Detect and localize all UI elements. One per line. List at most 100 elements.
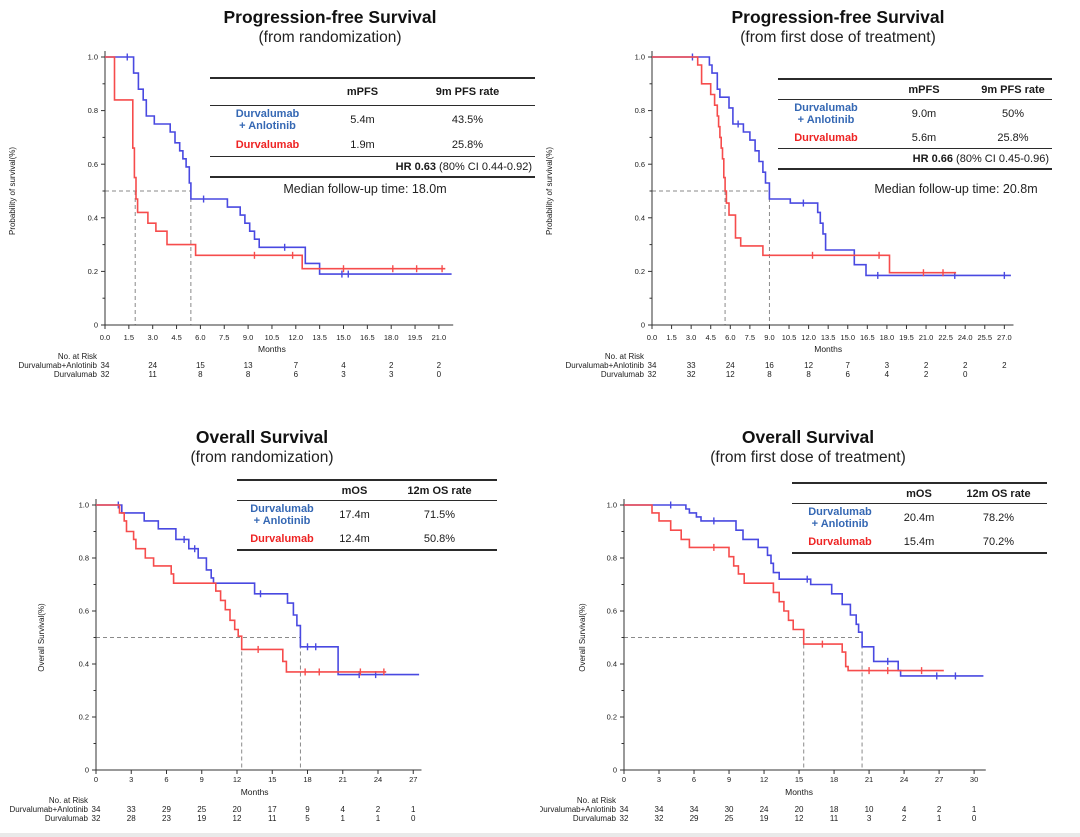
svg-text:6: 6 bbox=[692, 775, 696, 784]
panel-subtitle: (from first dose of treatment) bbox=[710, 449, 906, 466]
panel-header: Overall Survival (from first dose of tre… bbox=[558, 427, 1058, 468]
svg-text:12: 12 bbox=[804, 361, 813, 370]
svg-text:9.0: 9.0 bbox=[764, 333, 774, 342]
svg-text:0: 0 bbox=[972, 814, 977, 823]
svg-text:27: 27 bbox=[935, 775, 943, 784]
stat-value: 78.2% bbox=[982, 511, 1015, 524]
legend-durvalumab-anlotinib: Durvalumab + Anlotinib bbox=[808, 505, 872, 530]
stat-value: 25.8% bbox=[997, 131, 1029, 144]
svg-text:27.0: 27.0 bbox=[997, 333, 1012, 342]
panel-pfs-from-first-dose: 0 0.2 0.4 0.6 0.8 1.0 0.0 1.5 3.0 4.5 6.0 7.5 9.0 10.… bbox=[540, 0, 1080, 390]
stat-value: 9.0m bbox=[911, 107, 937, 120]
svg-text:34: 34 bbox=[620, 805, 629, 814]
svg-text:0.2: 0.2 bbox=[79, 713, 89, 722]
stats-table: mPFS 9m PFS rate Durvalumab + Anlotinib … bbox=[210, 77, 535, 178]
svg-text:18: 18 bbox=[830, 775, 838, 784]
svg-text:34: 34 bbox=[648, 361, 657, 370]
svg-text:0.8: 0.8 bbox=[607, 554, 617, 563]
panel-header: Progression-free Survival (from randomiz… bbox=[80, 7, 580, 48]
censor-marks-durvalumab-anlotinib bbox=[669, 501, 957, 680]
tick-labels: 0 0.2 0.4 0.6 0.8 1.0 0.0 1.5 3.0 4.5 6.0 7.5 9.0 10.… bbox=[635, 53, 1012, 342]
svg-text:10.5: 10.5 bbox=[265, 333, 280, 342]
median-guides bbox=[96, 637, 301, 770]
svg-text:9: 9 bbox=[305, 805, 310, 814]
svg-text:0: 0 bbox=[85, 766, 89, 775]
median-guides bbox=[652, 190, 770, 325]
svg-text:32: 32 bbox=[101, 370, 110, 379]
svg-text:15: 15 bbox=[196, 361, 205, 370]
svg-text:0.8: 0.8 bbox=[79, 554, 89, 563]
stats-col-mpfs: mPFS bbox=[346, 86, 379, 98]
svg-text:21.0: 21.0 bbox=[432, 333, 447, 342]
svg-text:6.0: 6.0 bbox=[195, 333, 205, 342]
svg-text:Durvalumab+Anlotinib: Durvalumab+Anlotinib bbox=[10, 805, 89, 814]
svg-text:0.0: 0.0 bbox=[100, 333, 110, 342]
median-guides bbox=[105, 190, 192, 325]
stats-col-rate: 9m PFS rate bbox=[435, 86, 500, 98]
panel-os-from-randomization: 0 0.2 0.4 0.6 0.8 1.0 0 3 6 9 12 15 18 21 24 27 Months Ov… bbox=[0, 420, 540, 837]
stat-value: 20.4m bbox=[903, 511, 935, 524]
svg-text:3: 3 bbox=[389, 370, 394, 379]
km-curve-durvalumab bbox=[96, 504, 387, 676]
stats-col-rate: 9m PFS rate bbox=[981, 83, 1045, 96]
censor-marks-durvalumab bbox=[713, 543, 923, 675]
svg-text:19.5: 19.5 bbox=[408, 333, 423, 342]
svg-text:6: 6 bbox=[846, 370, 851, 379]
svg-text:1: 1 bbox=[341, 814, 346, 823]
svg-text:17: 17 bbox=[268, 805, 277, 814]
stat-value: 15.4m bbox=[903, 535, 935, 548]
svg-text:4: 4 bbox=[902, 805, 907, 814]
axes bbox=[648, 51, 1014, 329]
svg-text:3.0: 3.0 bbox=[147, 333, 157, 342]
svg-text:4: 4 bbox=[885, 370, 890, 379]
svg-text:13.5: 13.5 bbox=[821, 333, 836, 342]
svg-text:4: 4 bbox=[341, 805, 346, 814]
stats-col-mos: mOS bbox=[906, 487, 932, 500]
svg-text:2: 2 bbox=[437, 361, 442, 370]
panel-header: Progression-free Survival (from first do… bbox=[588, 7, 1080, 48]
svg-text:2: 2 bbox=[1002, 361, 1007, 370]
svg-text:18: 18 bbox=[830, 805, 839, 814]
svg-text:Durvalumab: Durvalumab bbox=[45, 814, 89, 823]
svg-text:7.5: 7.5 bbox=[745, 333, 755, 342]
svg-text:8: 8 bbox=[198, 370, 203, 379]
svg-text:32: 32 bbox=[655, 814, 664, 823]
svg-text:13: 13 bbox=[244, 361, 253, 370]
svg-text:0.2: 0.2 bbox=[607, 713, 617, 722]
censor-marks-durvalumab bbox=[257, 645, 385, 676]
stat-value: 5.6m bbox=[911, 131, 937, 144]
legend-durvalumab-anlotinib: Durvalumab + Anlotinib bbox=[235, 108, 300, 132]
x-axis-label: Months bbox=[258, 344, 286, 354]
svg-text:No. at Risk: No. at Risk bbox=[577, 796, 617, 805]
svg-text:21: 21 bbox=[865, 775, 873, 784]
svg-text:28: 28 bbox=[127, 814, 136, 823]
svg-text:8: 8 bbox=[806, 370, 811, 379]
x-axis-label: Months bbox=[785, 787, 813, 797]
svg-text:30: 30 bbox=[970, 775, 978, 784]
svg-text:12: 12 bbox=[233, 775, 241, 784]
svg-text:0: 0 bbox=[613, 766, 617, 775]
svg-text:22.5: 22.5 bbox=[938, 333, 953, 342]
svg-text:25: 25 bbox=[725, 814, 734, 823]
svg-text:2: 2 bbox=[924, 370, 929, 379]
km-plot-os-first-dose: 00.20.40.60.81.00 3 6 9 12 15 18 21 24 27 30Months… bbox=[540, 499, 986, 823]
svg-text:9: 9 bbox=[200, 775, 204, 784]
censor-marks-durvalumab-anlotinib bbox=[126, 53, 349, 278]
stat-value: 50.8% bbox=[423, 532, 456, 545]
svg-text:No. at Risk: No. at Risk bbox=[605, 352, 645, 361]
stats-col-rate: 12m OS rate bbox=[966, 487, 1031, 500]
hazard-ratio-row: HR 0.63 (80% CI 0.44-0.92) bbox=[210, 156, 535, 176]
svg-text:7: 7 bbox=[294, 361, 299, 370]
panel-header: Overall Survival (from randomization) bbox=[12, 427, 512, 468]
svg-text:32: 32 bbox=[648, 370, 657, 379]
svg-text:Durvalumab+Anlotinib: Durvalumab+Anlotinib bbox=[19, 361, 98, 370]
km-curve-durvalumab bbox=[652, 56, 957, 277]
svg-text:4.5: 4.5 bbox=[706, 333, 716, 342]
svg-text:30: 30 bbox=[725, 805, 734, 814]
panel-title: Progression-free Survival bbox=[223, 7, 437, 27]
svg-text:0.6: 0.6 bbox=[79, 607, 89, 616]
stat-value: 43.5% bbox=[451, 114, 484, 126]
stats-table: mPFS 9m PFS rate Durvalumab + Anlotinib … bbox=[778, 78, 1052, 170]
